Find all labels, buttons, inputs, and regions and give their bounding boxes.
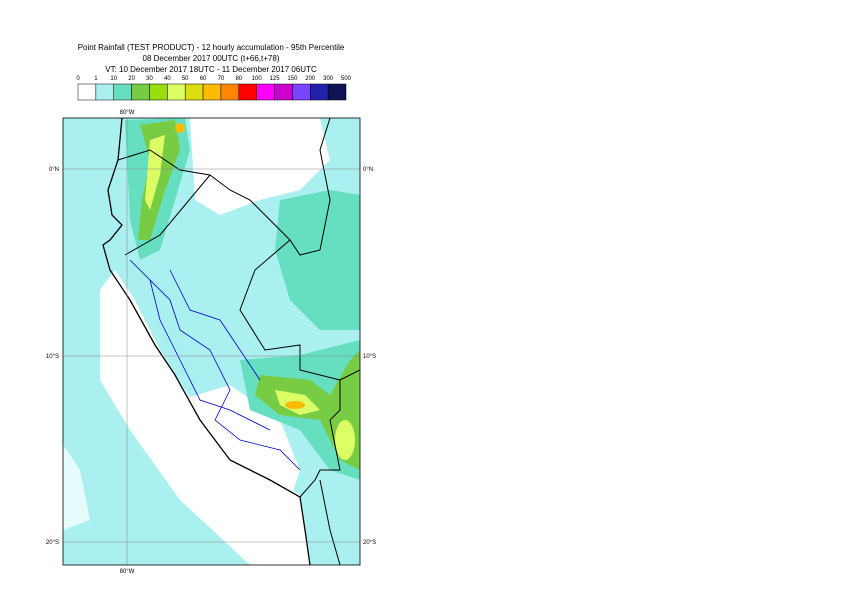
color-box bbox=[220, 83, 240, 101]
legend-label: 500 bbox=[341, 76, 352, 82]
lat-label: 0°N bbox=[49, 167, 59, 173]
map-frame bbox=[62, 117, 361, 566]
legend-label: 150 bbox=[287, 76, 298, 82]
color-box bbox=[274, 83, 293, 101]
lat-label: 0°N bbox=[363, 167, 373, 173]
legend-label: 300 bbox=[323, 76, 334, 82]
lat-label: 20°S bbox=[46, 540, 59, 546]
legend-label: 70 bbox=[218, 76, 225, 82]
color-box bbox=[184, 83, 204, 101]
lon-label: 80°W bbox=[120, 569, 135, 575]
legend-label: 125 bbox=[270, 76, 281, 82]
legend-label: 60 bbox=[200, 76, 207, 82]
legend-label: 0 bbox=[76, 76, 80, 82]
legend-label: 40 bbox=[164, 76, 171, 82]
color-box bbox=[149, 83, 168, 101]
legend-label: 30 bbox=[146, 76, 153, 82]
color-box bbox=[327, 83, 347, 101]
valid-time: VT: 10 December 2017 18UTC - 11 December… bbox=[105, 65, 317, 74]
lon-label: 80°W bbox=[120, 110, 135, 116]
color-box bbox=[256, 83, 275, 101]
map bbox=[63, 118, 360, 565]
legend-label: 100 bbox=[252, 76, 263, 82]
legend-label: 10 bbox=[110, 76, 117, 82]
lat-label: 10°S bbox=[363, 354, 376, 360]
legend-label: 20 bbox=[128, 76, 135, 82]
color-box bbox=[131, 83, 150, 101]
color-box bbox=[77, 83, 97, 101]
lat-label: 20°S bbox=[363, 540, 376, 546]
legend-label: 200 bbox=[305, 76, 316, 82]
base-time: 08 December 2017 00UTC (t+66,t+78) bbox=[143, 54, 280, 63]
color-box bbox=[310, 83, 329, 101]
color-box bbox=[167, 83, 186, 101]
colorbar: 0 1 10 20 30 40 50 60 70 80 100 125 150 200 300 500 bbox=[76, 76, 352, 101]
lat-labels: 0°N 0°N 10°S 10°S 20°S 20°S bbox=[46, 167, 376, 546]
legend-label: 50 bbox=[182, 76, 189, 82]
title: Point Rainfall (TEST PRODUCT) - 12 hourl… bbox=[78, 43, 345, 52]
color-box bbox=[113, 83, 132, 101]
lat-label: 10°S bbox=[46, 354, 59, 360]
legend-label: 80 bbox=[235, 76, 242, 82]
color-box bbox=[238, 83, 257, 101]
color-box bbox=[292, 83, 311, 101]
color-box bbox=[95, 83, 114, 101]
legend-label: 1 bbox=[94, 76, 98, 82]
color-box bbox=[202, 83, 222, 101]
